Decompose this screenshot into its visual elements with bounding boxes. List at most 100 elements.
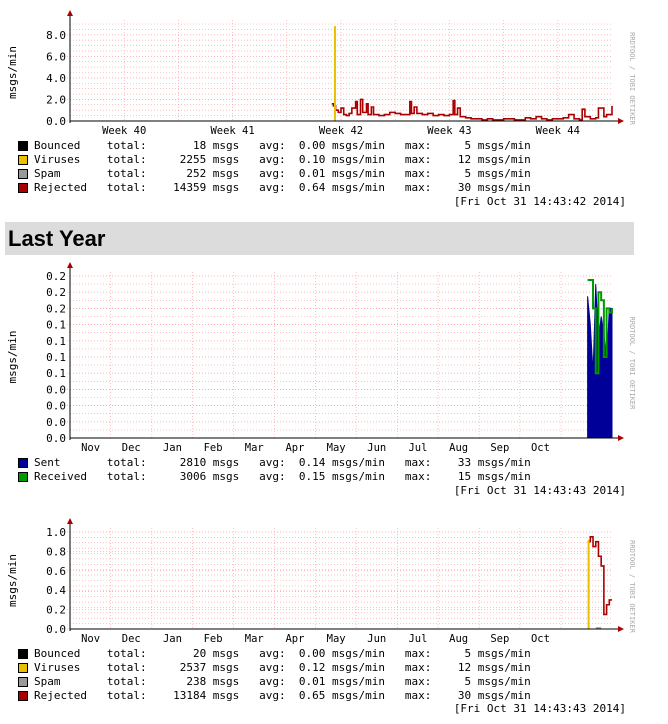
legend-text: Spam total: 252 msgs avg: 0.01 msgs/min … — [34, 167, 531, 180]
watermark: RRDTOOL / TOBI OETIKER — [628, 32, 636, 126]
legend-text: Viruses total: 2537 msgs avg: 0.12 msgs/… — [34, 661, 531, 674]
x-tick-label: Apr — [285, 442, 304, 454]
legend-text: Viruses total: 2255 msgs avg: 0.10 msgs/… — [34, 153, 531, 166]
y-axis-label: msgs/min — [6, 331, 19, 384]
y-tick-label: 0.0 — [46, 115, 66, 128]
y-axis-label: msgs/min — [6, 46, 19, 99]
y-tick-label: 1.0 — [46, 526, 66, 539]
x-tick-label: Week 42 — [319, 125, 363, 135]
y-axis-label: msgs/min — [6, 554, 19, 607]
watermark: RRDTOOL / TOBI OETIKER — [628, 540, 636, 634]
x-tick-label: Aug — [449, 633, 468, 645]
weekly-chart: 0.0 2.0 4.0 6.0 8.0 Week 40 Week 41 Week 42 Week… — [6, 10, 636, 135]
legend-row-viruses: Viruses total: 2537 msgs avg: 0.12 msgs/… — [18, 661, 531, 675]
y-tick-label: 0.2 — [46, 604, 66, 617]
legend-row-rejected: Rejected total: 14359 msgs avg: 0.64 msg… — [18, 181, 531, 195]
x-tick-label: Week 44 — [536, 125, 580, 135]
x-tick-label: Jul — [408, 442, 427, 454]
x-tick-label: May — [327, 442, 346, 454]
y-tick-label: 2.0 — [46, 93, 66, 106]
x-tick-label: May — [327, 633, 346, 645]
x-tick-label: Sep — [490, 633, 509, 645]
x-tick-label: Dec — [122, 633, 141, 645]
y-tick-label: 0.8 — [46, 545, 66, 558]
yearly-rejected-legend: Bounced total: 20 msgs avg: 0.00 msgs/mi… — [18, 647, 531, 703]
x-tick-label: Jan — [163, 442, 182, 454]
legend-text: Sent total: 2810 msgs avg: 0.14 msgs/min… — [34, 456, 531, 469]
watermark: RRDTOOL / TOBI OETIKER — [628, 317, 636, 411]
x-tick-label: Mar — [245, 442, 264, 454]
weekly-legend: Bounced total: 18 msgs avg: 0.00 msgs/mi… — [18, 139, 531, 195]
series-rejected — [331, 98, 613, 121]
y-tick-label: 8.0 — [46, 29, 66, 42]
legend-row-received: Received total: 3006 msgs avg: 0.15 msgs… — [18, 470, 531, 484]
legend-row-sent: Sent total: 2810 msgs avg: 0.14 msgs/min… — [18, 456, 531, 470]
legend-text: Rejected total: 13184 msgs avg: 0.65 msg… — [34, 689, 531, 702]
series-viruses — [587, 539, 590, 629]
series-viruses — [333, 26, 336, 121]
legend-text: Received total: 3006 msgs avg: 0.15 msgs… — [34, 470, 531, 483]
x-tick-label: Dec — [122, 442, 141, 454]
legend-text: Spam total: 238 msgs avg: 0.01 msgs/min … — [34, 675, 531, 688]
legend-row-bounced: Bounced total: 20 msgs avg: 0.00 msgs/mi… — [18, 647, 531, 661]
legend-swatch — [18, 691, 28, 701]
legend-row-spam: Spam total: 252 msgs avg: 0.01 msgs/min … — [18, 167, 531, 181]
y-tick-label: 0.2 — [46, 270, 66, 283]
legend-swatch — [18, 649, 28, 659]
x-axis-arrow — [618, 626, 624, 632]
legend-swatch — [18, 155, 28, 165]
x-tick-label: Oct — [531, 633, 550, 645]
legend-row-bounced: Bounced total: 18 msgs avg: 0.00 msgs/mi… — [18, 139, 531, 153]
x-axis-arrow — [618, 118, 624, 124]
y-tick-label: 0.0 — [46, 400, 66, 413]
x-tick-label: Mar — [245, 633, 264, 645]
y-tick-label: 0.1 — [46, 367, 66, 380]
legend-swatch — [18, 169, 28, 179]
legend-swatch — [18, 458, 28, 468]
y-tick-label: 0.0 — [46, 383, 66, 396]
y-tick-label: 0.2 — [46, 286, 66, 299]
legend-row-viruses: Viruses total: 2255 msgs avg: 0.10 msgs/… — [18, 153, 531, 167]
y-tick-label: 0.6 — [46, 565, 66, 578]
x-tick-label: Feb — [204, 633, 223, 645]
legend-text: Rejected total: 14359 msgs avg: 0.64 msg… — [34, 181, 531, 194]
series-received — [587, 279, 613, 375]
yearly-traffic-timestamp: [Fri Oct 31 14:43:43 2014] — [453, 484, 626, 497]
x-tick-label: Apr — [285, 633, 304, 645]
y-axis-arrow — [67, 518, 73, 524]
x-tick-label: Sep — [490, 442, 509, 454]
x-tick-label: Week 41 — [210, 125, 254, 135]
x-tick-label: Jun — [367, 442, 386, 454]
legend-swatch — [18, 183, 28, 193]
y-tick-label: 0.4 — [46, 584, 66, 597]
legend-swatch — [18, 472, 28, 482]
legend-row-spam: Spam total: 238 msgs avg: 0.01 msgs/min … — [18, 675, 531, 689]
yearly-traffic-legend: Sent total: 2810 msgs avg: 0.14 msgs/min… — [18, 456, 531, 484]
legend-swatch — [18, 677, 28, 687]
x-tick-label: Nov — [81, 633, 100, 645]
series-sent — [587, 284, 613, 439]
y-tick-label: 0.2 — [46, 302, 66, 315]
yearly-rejected-timestamp: [Fri Oct 31 14:43:43 2014] — [453, 702, 626, 715]
legend-swatch — [18, 663, 28, 673]
y-tick-label: 0.1 — [46, 319, 66, 332]
x-tick-label: Jun — [367, 633, 386, 645]
y-axis-arrow — [67, 262, 73, 268]
y-tick-label: 6.0 — [46, 50, 66, 63]
x-tick-label: Week 43 — [427, 125, 471, 135]
y-tick-label: 0.1 — [46, 351, 66, 364]
legend-text: Bounced total: 20 msgs avg: 0.00 msgs/mi… — [34, 647, 531, 660]
y-tick-label: 0.0 — [46, 432, 66, 445]
legend-row-rejected: Rejected total: 13184 msgs avg: 0.65 msg… — [18, 689, 531, 703]
x-tick-label: Week 40 — [102, 125, 146, 135]
y-tick-label: 4.0 — [46, 72, 66, 85]
section-title: Last Year — [8, 226, 106, 251]
x-tick-label: Nov — [81, 442, 100, 454]
yearly-traffic-chart: 0.0 0.0 0.0 0.0 0.1 0.1 0.1 0.1 0.2 0.2 0.2 Nov Dec J… — [6, 262, 636, 454]
y-tick-label: 0.0 — [46, 623, 66, 636]
legend-swatch — [18, 141, 28, 151]
x-tick-label: Feb — [204, 442, 223, 454]
y-tick-label: 0.0 — [46, 416, 66, 429]
y-axis-arrow — [67, 10, 73, 16]
x-tick-label: Jul — [408, 633, 427, 645]
